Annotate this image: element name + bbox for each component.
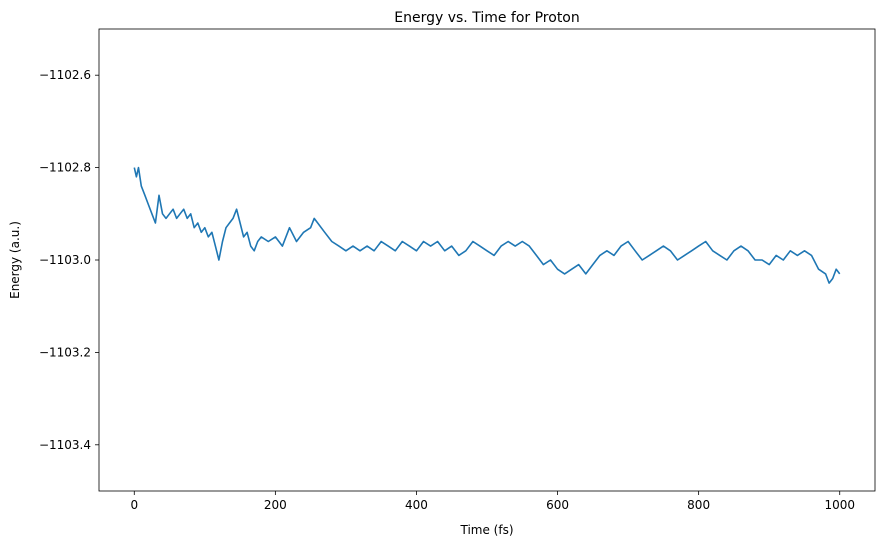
y-axis: −1102.6 −1102.8 −1103.0 −1103.2 −1103.4 [39,68,99,452]
plot-frame [98,28,876,492]
y-tick-label: −1102.6 [39,68,91,82]
x-tick-label: 1000 [824,498,855,512]
y-tick-label: −1103.4 [39,438,91,452]
energy-series-line [133,166,841,284]
x-tick-label: 400 [405,498,428,512]
x-tick-label: 600 [546,498,569,512]
plot-area [133,166,841,284]
x-tick-label: 800 [687,498,710,512]
y-tick-label: −1103.2 [39,345,91,359]
x-axis: 0 200 400 600 800 1000 [130,491,855,512]
y-tick-label: −1102.8 [39,161,91,175]
y-axis-label: Energy (a.u.) [8,221,22,299]
chart-title: Energy vs. Time for Proton [394,10,580,26]
x-tick-label: 200 [264,498,287,512]
y-tick-label: −1103.0 [39,253,91,267]
x-tick-label: 0 [130,498,138,512]
x-axis-label: Time (fs) [459,523,513,537]
